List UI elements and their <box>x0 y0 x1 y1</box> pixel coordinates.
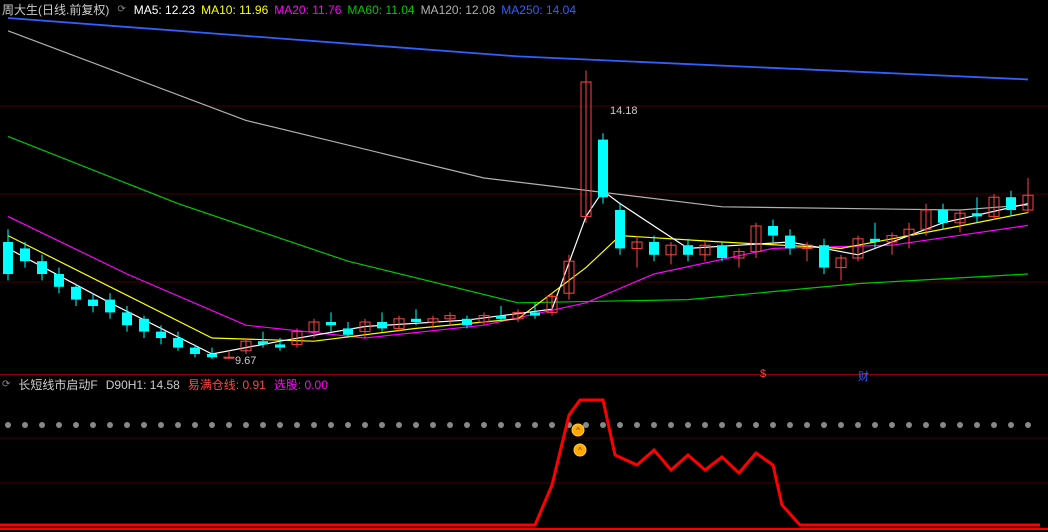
ma-label: MA20: 11.76 <box>274 3 341 17</box>
stock-name: 周大生(日线.前复权) <box>2 1 109 18</box>
ma-labels: MA5: 12.23 MA10: 11.96 MA20: 11.76 MA60: 11… <box>134 3 582 17</box>
price-high-label: 14.18 <box>610 105 638 117</box>
svg-text:^: ^ <box>578 446 582 455</box>
price-low-label: 9.67 <box>235 355 256 367</box>
svg-text:^: ^ <box>576 426 580 435</box>
marker-dollar: $ <box>760 368 766 380</box>
refresh-icon[interactable]: ⟳ <box>117 4 125 15</box>
ma-label: MA120: 12.08 <box>421 3 496 17</box>
ma-label: MA60: 11.04 <box>347 3 414 17</box>
main-candlestick-panel[interactable]: 周大生(日线.前复权) ⟳ MA5: 12.23 MA10: 11.96 MA20:… <box>0 0 1048 375</box>
refresh-icon[interactable]: ⟳ <box>2 379 10 390</box>
ma-label: MA250: 14.04 <box>501 3 576 17</box>
indicator-panel[interactable]: ⟳ 长短线市启动F D90H1: 14.58 易满仓线: 0.91 选股: 0.… <box>0 375 1048 532</box>
stock-chart-container: 周大生(日线.前复权) ⟳ MA5: 12.23 MA10: 11.96 MA20:… <box>0 0 1048 532</box>
metric2-label: 选股: 0.00 <box>274 376 328 393</box>
d90h1-label: D90H1: 14.58 <box>106 378 180 392</box>
main-chart-svg[interactable] <box>0 0 1048 375</box>
indicator-chart-svg[interactable]: ^^ <box>0 375 1048 532</box>
ma-label: MA5: 12.23 <box>134 3 195 17</box>
main-header: 周大生(日线.前复权) ⟳ MA5: 12.23 MA10: 11.96 MA20:… <box>2 1 582 18</box>
metric1-label: 易满仓线: 0.91 <box>188 376 266 393</box>
indicator-name: 长短线市启动F <box>18 376 97 393</box>
indicator-header: ⟳ 长短线市启动F D90H1: 14.58 易满仓线: 0.91 选股: 0.… <box>2 376 328 393</box>
ma-label: MA10: 11.96 <box>201 3 268 17</box>
marker-cai: 财 <box>858 368 869 384</box>
